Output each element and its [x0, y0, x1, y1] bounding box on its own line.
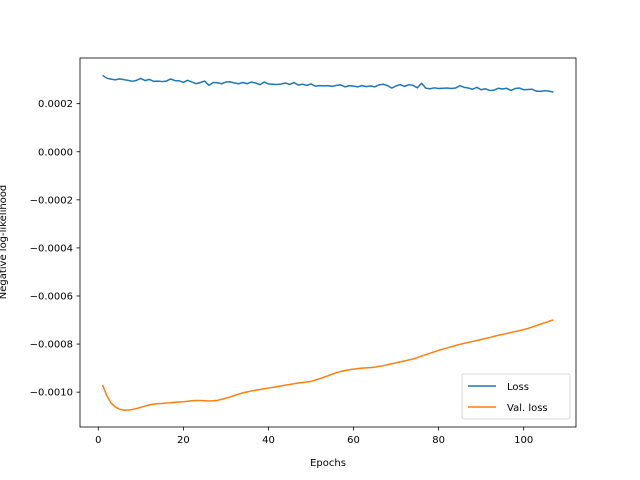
x-tick-label: 100 [514, 435, 533, 446]
x-axis-label: Epochs [310, 458, 346, 469]
series-line [102, 74, 554, 93]
y-tick-label: −0.0010 [30, 388, 73, 399]
legend-label: Val. loss [507, 403, 548, 414]
x-tick-label: 80 [432, 435, 445, 446]
y-tick-label: −0.0002 [30, 195, 73, 206]
y-axis-label: Negative log-likelihood [0, 185, 9, 300]
y-tick-label: 0.0000 [38, 147, 73, 158]
y-tick-label: 0.0002 [38, 99, 73, 110]
x-tick-label: 20 [177, 435, 190, 446]
y-tick-label: −0.0004 [30, 243, 73, 254]
y-tick-label: −0.0006 [30, 291, 73, 302]
legend-label: Loss [507, 382, 529, 393]
x-tick-label: 0 [95, 435, 101, 446]
plot-frame [79, 57, 577, 428]
x-tick-label: 40 [262, 435, 275, 446]
x-tick-label: 60 [347, 435, 360, 446]
series-line [101, 319, 554, 411]
y-tick-label: −0.0008 [30, 340, 73, 351]
